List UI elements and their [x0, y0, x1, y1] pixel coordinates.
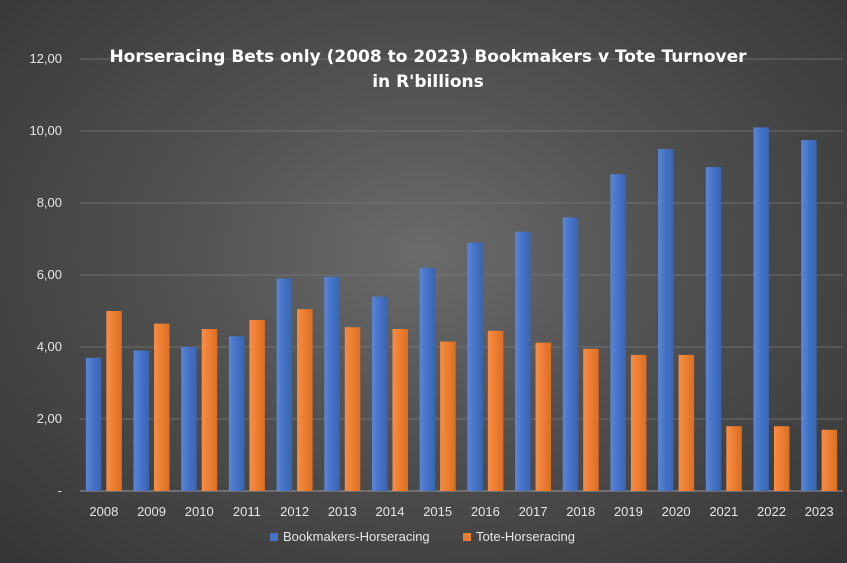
x-tick-label: 2015: [423, 504, 452, 519]
bar-tote-2017: [535, 342, 552, 491]
bar-bookmakers-2019: [610, 174, 626, 491]
bar-bookmakers-2011: [228, 336, 245, 491]
y-axis: - 2,00 4,00 6,00 8,00 10,00 12,00: [29, 51, 62, 498]
bar-tote-2016: [487, 330, 504, 491]
bar-tote-2014: [392, 329, 408, 491]
bar-bookmakers-2008: [85, 357, 102, 491]
y-tick-label: 2,00: [37, 411, 62, 426]
x-tick-label: 2010: [185, 504, 214, 519]
x-tick-label: 2012: [280, 504, 309, 519]
bar-tote-2019: [630, 354, 647, 491]
bars: [85, 127, 838, 492]
bar-tote-2018: [583, 348, 599, 491]
x-tick-label: 2009: [137, 504, 166, 519]
bar-tote-2011: [249, 320, 265, 491]
x-tick-label: 2016: [471, 504, 500, 519]
bar-tote-2023: [821, 429, 838, 491]
chart-title: Horseracing Bets only (2008 to 2023) Boo…: [109, 47, 747, 67]
bar-bookmakers-2022: [753, 127, 769, 492]
x-axis: 2008 2009 2010 2011 2012 2013 2014 2015 2016 2017…: [89, 504, 833, 519]
bar-bookmakers-2009: [133, 350, 150, 491]
y-tick-label: -: [58, 483, 62, 498]
legend-label-0: Bookmakers-Horseracing: [283, 529, 430, 544]
bar-bookmakers-2012: [276, 278, 293, 491]
bar-tote-2010: [201, 329, 218, 491]
x-tick-label: 2019: [614, 504, 643, 519]
x-tick-label: 2008: [89, 504, 118, 519]
bar-bookmakers-2020: [658, 149, 674, 491]
bar-bookmakers-2023: [801, 140, 817, 491]
bar-tote-2012: [297, 309, 313, 491]
bar-bookmakers-2021: [705, 167, 722, 491]
x-tick-label: 2022: [757, 504, 786, 519]
bar-bookmakers-2015: [419, 267, 436, 491]
bar-tote-2021: [726, 426, 742, 491]
x-tick-label: 2021: [709, 504, 738, 519]
bar-tote-2013: [344, 327, 361, 491]
x-tick-label: 2013: [328, 504, 357, 519]
bar-bookmakers-2013: [324, 276, 340, 491]
bar-bookmakers-2017: [515, 231, 531, 492]
bar-tote-2022: [773, 426, 790, 491]
x-tick-label: 2017: [519, 504, 548, 519]
legend-label-1: Tote-Horseracing: [476, 529, 575, 544]
bar-bookmakers-2014: [371, 296, 388, 491]
x-tick-label: 2020: [662, 504, 691, 519]
bar-bookmakers-2010: [181, 347, 197, 491]
legend: Bookmakers-Horseracing Tote-Horseracing: [270, 529, 575, 544]
x-tick-label: 2011: [233, 504, 261, 519]
bar-bookmakers-2018: [562, 217, 579, 491]
bar-tote-2009: [154, 323, 170, 491]
y-tick-label: 4,00: [37, 339, 62, 354]
legend-swatch-1: [463, 533, 471, 541]
bar-tote-2020: [678, 354, 695, 491]
x-tick-label: 2023: [805, 504, 834, 519]
x-tick-label: 2018: [566, 504, 595, 519]
chart-subtitle: in R'billions: [372, 72, 484, 92]
bar-bookmakers-2016: [467, 242, 483, 491]
bar-tote-2008: [106, 311, 122, 491]
bar-tote-2015: [440, 341, 456, 491]
legend-swatch-0: [270, 533, 278, 541]
y-tick-label: 8,00: [37, 195, 62, 210]
y-tick-label: 10,00: [29, 123, 62, 138]
x-tick-label: 2014: [376, 504, 405, 519]
y-tick-label: 6,00: [37, 267, 62, 282]
y-tick-label: 12,00: [29, 51, 62, 66]
